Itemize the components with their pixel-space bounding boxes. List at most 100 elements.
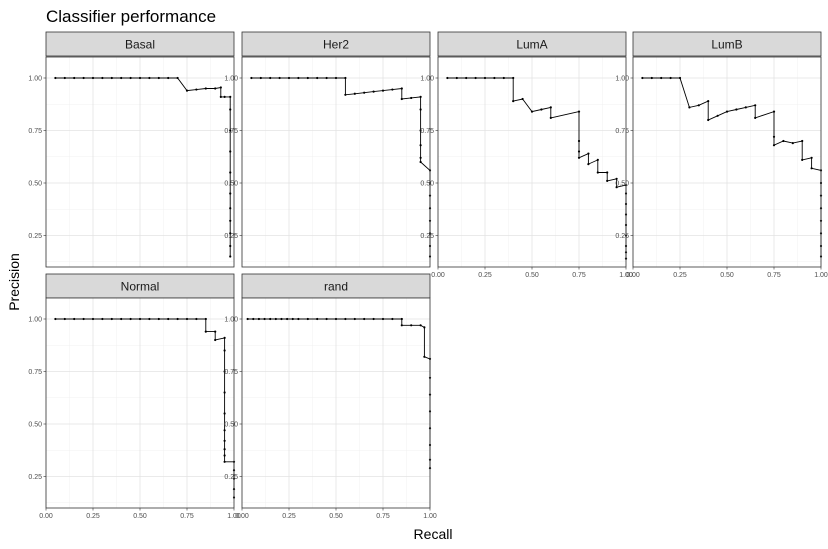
data-point	[801, 139, 804, 143]
data-point	[157, 76, 160, 80]
facet-strip	[632, 31, 822, 57]
data-point	[223, 448, 226, 451]
data-point	[772, 135, 776, 138]
facet-panel-her2: Her2 0.25 0.50 0.75 1.00	[224, 31, 432, 268]
y-tick-label: 0.75	[28, 369, 42, 376]
data-point	[549, 116, 552, 119]
data-point	[229, 129, 232, 132]
data-point	[400, 87, 403, 90]
facet-strip-label: Normal	[121, 280, 160, 294]
data-point	[334, 317, 338, 321]
y-tick-label: 0.50	[28, 180, 42, 187]
data-point	[223, 370, 226, 373]
panel-border	[45, 56, 235, 268]
data-point	[707, 100, 710, 103]
data-point	[772, 110, 776, 113]
y-tick-label: 0.50	[224, 421, 238, 428]
data-point	[195, 88, 198, 91]
data-point	[110, 76, 113, 80]
data-point	[214, 330, 217, 333]
data-point	[419, 108, 422, 111]
data-point	[223, 454, 226, 457]
facet-panel-luma: LumA 0.25 0.50 0.75 1.00 0.00 0.25 0.50 0.75 1.00	[420, 31, 633, 279]
data-point	[344, 76, 347, 80]
y-tick-label: 1.00	[28, 316, 42, 323]
y-tick-label: 0.25	[28, 474, 42, 481]
data-point	[138, 317, 142, 321]
x-tick-label: 0.50	[329, 513, 343, 520]
data-point	[274, 317, 277, 321]
panel-border	[632, 56, 822, 268]
data-point	[110, 317, 113, 321]
data-point	[280, 317, 283, 321]
y-tick-label: 0.25	[28, 233, 42, 240]
data-point	[810, 156, 813, 159]
x-tick-label: 0.00	[431, 272, 445, 279]
data-point	[229, 255, 232, 258]
data-point	[223, 429, 226, 432]
y-tick-label: 0.75	[28, 128, 42, 135]
x-tick-label: 0.75	[376, 513, 390, 520]
data-point	[176, 317, 179, 321]
data-point	[54, 76, 57, 80]
data-point	[615, 177, 618, 180]
data-point	[229, 232, 232, 235]
data-point	[287, 76, 291, 80]
data-point	[250, 76, 253, 80]
data-point	[419, 129, 422, 132]
data-point	[381, 317, 385, 321]
data-point	[423, 355, 426, 358]
data-point	[596, 171, 599, 174]
x-tick-label: 0.75	[767, 272, 781, 279]
x-tick-label: 0.00	[39, 513, 53, 520]
data-point	[223, 412, 226, 415]
data-point	[530, 110, 534, 113]
x-tick-label: 0.00	[235, 513, 249, 520]
data-point	[419, 144, 422, 147]
data-point	[660, 76, 663, 80]
data-point	[291, 317, 294, 321]
data-point	[120, 317, 123, 321]
x-tick-label: 1.00	[227, 513, 241, 520]
y-tick-label: 0.50	[224, 180, 238, 187]
data-point	[229, 108, 232, 111]
data-point	[810, 167, 813, 170]
y-tick-label: 1.00	[224, 75, 238, 82]
x-tick-label: 0.50	[720, 272, 734, 279]
data-point	[725, 110, 729, 113]
data-point	[455, 76, 458, 80]
y-tick-label: 0.75	[420, 128, 434, 135]
data-point	[73, 76, 76, 80]
data-point	[391, 317, 394, 321]
data-point	[257, 317, 261, 321]
data-point	[493, 76, 496, 80]
data-point	[195, 317, 198, 321]
facet-strip	[241, 31, 431, 57]
x-tick-label: 1.00	[814, 272, 828, 279]
facet-grid: Basal 0.25 0.50 0.75 1.00 Her2 0.25 0.50 0.75 1.0…	[28, 31, 828, 520]
data-point	[229, 171, 232, 174]
data-point	[577, 139, 581, 143]
data-point	[577, 110, 581, 113]
data-point	[73, 317, 76, 321]
data-point	[91, 317, 95, 321]
data-point	[381, 89, 385, 92]
data-point	[229, 207, 232, 210]
data-point	[483, 76, 487, 80]
data-point	[214, 338, 217, 342]
data-point	[269, 76, 272, 80]
y-tick-label: 0.50	[28, 421, 42, 428]
data-point	[512, 100, 515, 103]
y-tick-label: 0.25	[420, 233, 434, 240]
x-tick-label: 0.50	[525, 272, 539, 279]
y-tick-label: 0.50	[420, 180, 434, 187]
y-tick-label: 0.25	[224, 233, 238, 240]
facet-strip-label: rand	[324, 280, 348, 294]
data-point	[167, 76, 170, 80]
x-tick-label: 1.00	[619, 272, 633, 279]
data-point	[138, 76, 142, 80]
x-tick-label: 0.00	[626, 272, 640, 279]
data-point	[223, 349, 226, 352]
data-point	[263, 317, 266, 321]
